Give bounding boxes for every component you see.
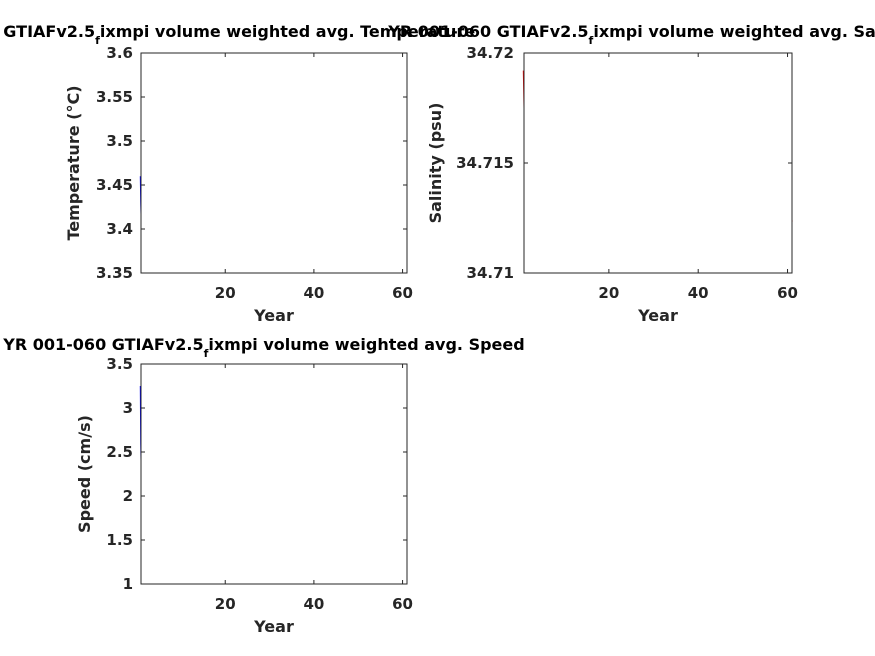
- y-tick-label: 3.4: [106, 220, 133, 238]
- y-tick-label: 3.35: [96, 264, 133, 282]
- axes-box: [140, 363, 408, 585]
- x-tick-label: 60: [777, 284, 798, 302]
- axes-box: [140, 52, 408, 274]
- x-tick-label: 20: [215, 595, 236, 613]
- y-tick-label: 3.5: [106, 355, 133, 373]
- y-tick-label: 1.5: [106, 531, 133, 549]
- y-axis-label: Temperature (°C): [64, 85, 83, 240]
- x-axis-label: Year: [253, 617, 294, 636]
- x-tick-label: 20: [215, 284, 236, 302]
- y-tick-label: 3.5: [106, 132, 133, 150]
- x-tick-label: 40: [303, 284, 324, 302]
- x-tick-label: 40: [688, 284, 709, 302]
- y-tick-label: 2.5: [106, 443, 133, 461]
- y-tick-label: 3.45: [96, 176, 133, 194]
- axes-box: [523, 52, 793, 274]
- y-tick-label: 3.6: [106, 44, 133, 62]
- salinity-chart: 20 40 60 34.71 34.715 34.72 Year Salinity (psu)…: [387, 22, 875, 325]
- y-tick-label: 1: [123, 575, 133, 593]
- y-tick-label: 3: [123, 399, 133, 417]
- chart-title: YR 001-060 GTIAFv2.5fixmpi volume weight…: [387, 22, 875, 47]
- temperature-chart: 20 40 60 3.35 3.4 3.45 3.5 3.55 3.6 Year Temperatu…: [0, 22, 475, 325]
- y-axis-label: Speed (cm/s): [75, 415, 94, 533]
- x-tick-label: 60: [392, 595, 413, 613]
- y-axis-label: Salinity (psu): [426, 103, 445, 224]
- chart-title: YR 001-060 GTIAFv2.5fixmpi volume weight…: [0, 22, 475, 47]
- x-tick-label: 20: [598, 284, 619, 302]
- y-tick-label: 34.72: [467, 44, 514, 62]
- y-tick-label: 34.715: [456, 154, 514, 172]
- y-tick-label: 2: [123, 487, 133, 505]
- x-tick-label: 40: [303, 595, 324, 613]
- chart-title: YR 001-060 GTIAFv2.5fixmpi volume weight…: [2, 335, 524, 360]
- x-axis-label: Year: [253, 306, 294, 325]
- y-tick-label: 34.71: [467, 264, 514, 282]
- x-tick-label: 60: [392, 284, 413, 302]
- y-tick-label: 3.55: [96, 88, 133, 106]
- x-axis-label: Year: [637, 306, 678, 325]
- speed-chart: 20 40 60 1 1.5 2 2.5 3 3.5 Year Speed (cm/s) YR 001…: [2, 335, 524, 636]
